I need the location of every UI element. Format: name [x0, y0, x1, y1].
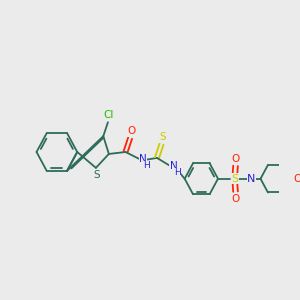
- Text: H: H: [174, 168, 181, 177]
- Text: O: O: [127, 126, 135, 136]
- Text: N: N: [139, 154, 147, 164]
- Text: N: N: [170, 161, 178, 171]
- Text: S: S: [231, 174, 238, 184]
- Text: O: O: [231, 154, 240, 164]
- Text: Cl: Cl: [104, 110, 114, 120]
- Text: S: S: [159, 132, 166, 142]
- Text: O: O: [293, 174, 300, 184]
- Text: H: H: [143, 161, 150, 170]
- Text: N: N: [247, 174, 256, 184]
- Text: O: O: [231, 194, 240, 203]
- Text: S: S: [94, 170, 100, 180]
